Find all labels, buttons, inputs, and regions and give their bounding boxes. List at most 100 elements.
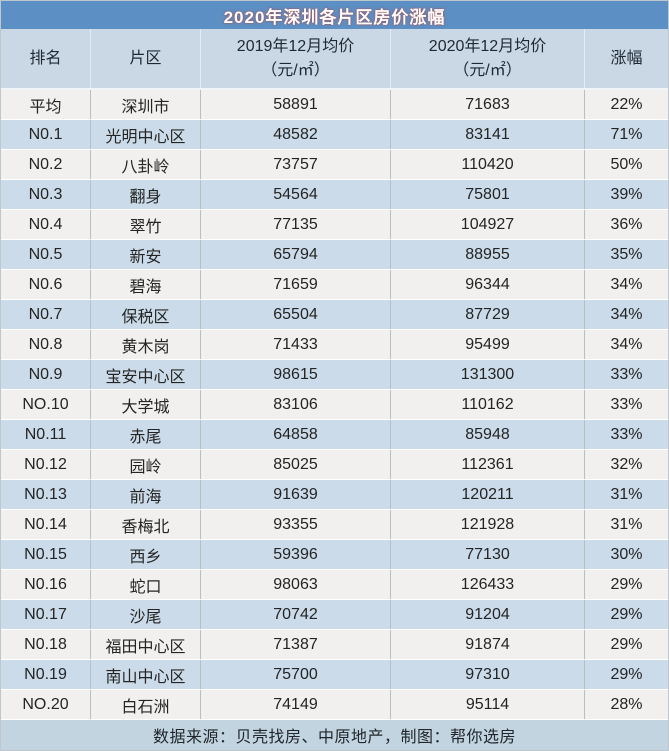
price-2019-cell: 71433 bbox=[201, 330, 391, 359]
table-header-row: 排名 片区 2019年12月均价 （元/㎡） 2020年12月均价 （元/㎡） … bbox=[1, 29, 668, 90]
price-2020-cell: 83141 bbox=[391, 120, 585, 149]
price-2020-cell: 97310 bbox=[391, 660, 585, 689]
rank-cell: N0.12 bbox=[1, 450, 91, 479]
header-price-2019: 2019年12月均价 （元/㎡） bbox=[201, 29, 391, 88]
rank-cell: N0.9 bbox=[1, 360, 91, 389]
rank-cell: N0.19 bbox=[1, 660, 91, 689]
price-2020-cell: 71683 bbox=[391, 90, 585, 119]
district-cell: 前海 bbox=[91, 480, 201, 509]
change-cell: 29% bbox=[610, 575, 643, 593]
price-2019-cell: 83106 bbox=[201, 390, 391, 419]
rank-cell: N0.16 bbox=[1, 570, 91, 599]
price-2020-cell: 120211 bbox=[391, 480, 585, 509]
table-row: N0.14 香梅北 93355 121928 31% bbox=[1, 510, 668, 540]
price-2020-cell: 121928 bbox=[391, 510, 585, 539]
district-cell: 香梅北 bbox=[91, 510, 201, 539]
table-row: N0.2 八卦岭 73757 110420 50% bbox=[1, 150, 668, 180]
price-2020-cell: 131300 bbox=[391, 360, 585, 389]
district-cell: 翻身 bbox=[91, 180, 201, 209]
price-2019-cell: 93355 bbox=[201, 510, 391, 539]
district-cell: 大学城 bbox=[91, 390, 201, 419]
table-row: N0.9 宝安中心区 98615 131300 33% bbox=[1, 360, 668, 390]
change-cell: 29% bbox=[610, 635, 643, 653]
page-title: 2020年深圳各片区房价涨幅 bbox=[223, 7, 446, 27]
header-price-2020: 2020年12月均价 （元/㎡） bbox=[391, 29, 585, 88]
price-2020-cell: 95114 bbox=[391, 690, 585, 719]
table-row: N0.8 黄木岗 71433 95499 34% bbox=[1, 330, 668, 360]
table-row: N0.19 南山中心区 75700 97310 29% bbox=[1, 660, 668, 690]
price-2019-cell: 64858 bbox=[201, 420, 391, 449]
price-2019-cell: 58891 bbox=[201, 90, 391, 119]
price-2020-cell: 87729 bbox=[391, 300, 585, 329]
change-cell: 31% bbox=[610, 515, 643, 533]
header-price-2020-unit: （元/㎡） bbox=[453, 61, 522, 79]
district-cell: 碧海 bbox=[91, 270, 201, 299]
rank-cell: N0.5 bbox=[1, 240, 91, 269]
table-row: 平均 深圳市 58891 71683 22% bbox=[1, 90, 668, 120]
district-cell: 福田中心区 bbox=[91, 630, 201, 659]
price-2019-cell: 75700 bbox=[201, 660, 391, 689]
price-2019-cell: 85025 bbox=[201, 450, 391, 479]
table-row: N0.5 新安 65794 88955 35% bbox=[1, 240, 668, 270]
table-row: N0.4 翠竹 77135 104927 36% bbox=[1, 210, 668, 240]
header-rank: 排名 bbox=[1, 29, 91, 88]
price-2019-cell: 54564 bbox=[201, 180, 391, 209]
price-2019-cell: 91639 bbox=[201, 480, 391, 509]
change-cell: 30% bbox=[610, 545, 643, 563]
header-change: 涨幅 bbox=[585, 29, 668, 88]
district-cell: 深圳市 bbox=[91, 90, 201, 119]
price-2019-cell: 65504 bbox=[201, 300, 391, 329]
table-row: N0.15 西乡 59396 77130 30% bbox=[1, 540, 668, 570]
table-row: NO.20 白石洲 74149 95114 28% bbox=[1, 690, 668, 720]
district-cell: 蛇口 bbox=[91, 570, 201, 599]
price-2019-cell: 98615 bbox=[201, 360, 391, 389]
change-cell: 36% bbox=[610, 215, 643, 233]
change-cell: 31% bbox=[610, 485, 643, 503]
rank-cell: N0.3 bbox=[1, 180, 91, 209]
price-2019-cell: 73757 bbox=[201, 150, 391, 179]
rank-cell: N0.17 bbox=[1, 600, 91, 629]
change-cell: 33% bbox=[610, 365, 643, 383]
header-price-2020-label: 2020年12月均价 bbox=[428, 38, 547, 56]
district-cell: 沙尾 bbox=[91, 600, 201, 629]
price-2020-cell: 126433 bbox=[391, 570, 585, 599]
district-cell: 保税区 bbox=[91, 300, 201, 329]
table-row: N0.12 园岭 85025 112361 32% bbox=[1, 450, 668, 480]
price-2019-cell: 98063 bbox=[201, 570, 391, 599]
change-cell: 33% bbox=[610, 425, 643, 443]
district-cell: 光明中心区 bbox=[91, 120, 201, 149]
rank-cell: NO.20 bbox=[1, 690, 91, 719]
change-cell: 34% bbox=[610, 335, 643, 353]
table-row: N0.18 福田中心区 71387 91874 29% bbox=[1, 630, 668, 660]
table-row: NO.10 大学城 83106 110162 33% bbox=[1, 390, 668, 420]
price-2020-cell: 96344 bbox=[391, 270, 585, 299]
district-cell: 翠竹 bbox=[91, 210, 201, 239]
rank-cell: N0.8 bbox=[1, 330, 91, 359]
district-cell: 白石洲 bbox=[91, 690, 201, 719]
header-change-label: 涨幅 bbox=[610, 49, 643, 67]
price-2020-cell: 110420 bbox=[391, 150, 585, 179]
header-price-2019-label: 2019年12月均价 bbox=[236, 38, 355, 56]
table-row: N0.7 保税区 65504 87729 34% bbox=[1, 300, 668, 330]
price-2020-cell: 110162 bbox=[391, 390, 585, 419]
change-cell: 29% bbox=[610, 605, 643, 623]
rank-cell: N0.15 bbox=[1, 540, 91, 569]
price-2020-cell: 85948 bbox=[391, 420, 585, 449]
change-cell: 39% bbox=[610, 185, 643, 203]
price-2020-cell: 91204 bbox=[391, 600, 585, 629]
change-cell: 34% bbox=[610, 275, 643, 293]
price-2019-cell: 71659 bbox=[201, 270, 391, 299]
rank-cell: N0.18 bbox=[1, 630, 91, 659]
header-price-2019-unit: （元/㎡） bbox=[261, 61, 330, 79]
data-source-credit: 数据来源：贝壳找房、中原地产，制图：帮你选房 bbox=[152, 729, 516, 746]
rank-cell: N0.6 bbox=[1, 270, 91, 299]
change-cell: 71% bbox=[610, 125, 643, 143]
price-2020-cell: 95499 bbox=[391, 330, 585, 359]
price-2020-cell: 104927 bbox=[391, 210, 585, 239]
district-cell: 园岭 bbox=[91, 450, 201, 479]
price-2020-cell: 112361 bbox=[391, 450, 585, 479]
price-2019-cell: 48582 bbox=[201, 120, 391, 149]
district-cell: 南山中心区 bbox=[91, 660, 201, 689]
district-cell: 八卦岭 bbox=[91, 150, 201, 179]
